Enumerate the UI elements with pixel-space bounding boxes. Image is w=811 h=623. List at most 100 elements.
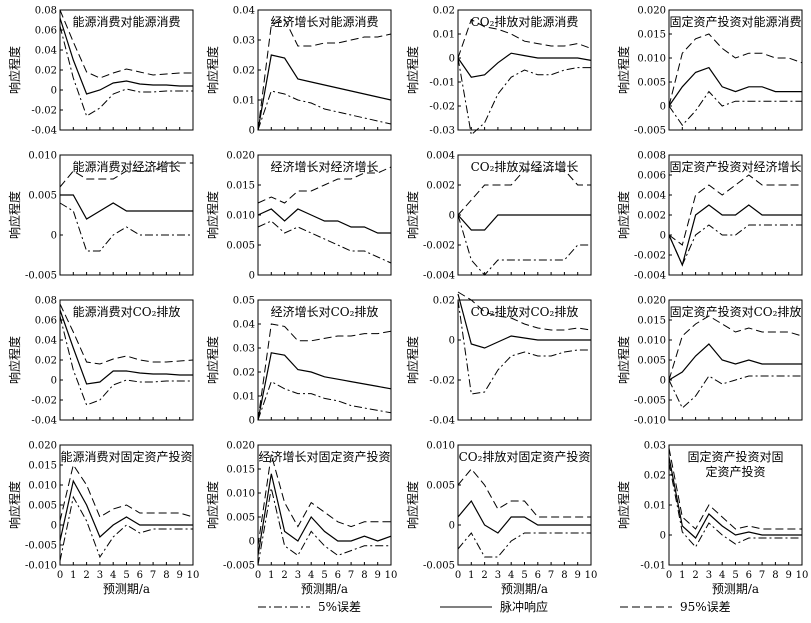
x-tick-label: 9 bbox=[375, 570, 381, 581]
series-line-1 bbox=[457, 299, 591, 395]
series-line-3 bbox=[457, 18, 592, 59]
x-axis-label: 预测期/a bbox=[501, 582, 548, 596]
series-line-3 bbox=[457, 468, 591, 518]
y-tick-label: 0 bbox=[449, 54, 455, 65]
panel-title: 经济增长对固定资产投资 bbox=[258, 449, 390, 464]
panel-9: -0.04 -0.02 0 0.02 0.04 0.06 0.08 响应程度 能源消费对CO₂排… bbox=[7, 296, 194, 427]
y-tick-label: 0.005 bbox=[28, 191, 57, 202]
x-tick-label: 6 bbox=[746, 570, 752, 581]
series-line-1 bbox=[668, 90, 802, 126]
y-axis-label: 响应程度 bbox=[616, 336, 631, 384]
y-tick-label: 0.008 bbox=[637, 151, 666, 162]
y-tick-label: 0 bbox=[449, 336, 455, 347]
y-tick-label: 0.020 bbox=[226, 151, 255, 162]
y-tick-label: 0.010 bbox=[637, 336, 666, 347]
y-tick-label: 0.006 bbox=[637, 171, 666, 182]
series-line-2 bbox=[60, 194, 193, 220]
y-tick-label: 0.005 bbox=[226, 513, 255, 524]
y-tick-label: 0.010 bbox=[226, 211, 255, 222]
y-tick-label: 0.020 bbox=[637, 6, 666, 17]
series-line-2 bbox=[457, 214, 591, 231]
y-tick-label: 0 bbox=[249, 537, 255, 548]
y-tick-label: 0.002 bbox=[637, 211, 666, 222]
y-tick-label: 0 bbox=[660, 376, 666, 387]
series-line-3 bbox=[257, 454, 391, 546]
y-tick-label: 0.06 bbox=[35, 316, 57, 327]
y-axis-label: 响应程度 bbox=[405, 481, 420, 529]
series-line-3 bbox=[59, 303, 194, 365]
x-tick-label: 3 bbox=[706, 570, 712, 581]
y-tick-label: 0.08 bbox=[35, 6, 57, 17]
y-tick-label: 0.010 bbox=[637, 54, 666, 65]
y-axis-label: 响应程度 bbox=[405, 191, 420, 239]
panel-title: CO₂排放对固定资产投资 bbox=[459, 449, 591, 464]
x-tick-label: 8 bbox=[163, 570, 169, 581]
x-tick-label: 7 bbox=[759, 570, 765, 581]
x-tick-label: 0 bbox=[255, 570, 261, 581]
y-axis-label: 响应程度 bbox=[616, 191, 631, 239]
series-line-1 bbox=[668, 224, 802, 267]
y-tick-label: 0.04 bbox=[233, 6, 255, 17]
x-tick-label: 6 bbox=[335, 570, 341, 581]
x-tick-label: 1 bbox=[679, 570, 685, 581]
y-tick-label: 0 bbox=[51, 86, 57, 97]
y-tick-label: 0 bbox=[449, 211, 455, 222]
y-tick-label: 0.020 bbox=[637, 296, 666, 307]
y-tick-label: 0.015 bbox=[637, 30, 666, 41]
series-line-2 bbox=[257, 473, 392, 556]
y-tick-label: 0.015 bbox=[226, 465, 255, 476]
series-line-1 bbox=[457, 214, 591, 276]
y-axis-label: 响应程度 bbox=[616, 46, 631, 94]
y-axis-label: 响应程度 bbox=[7, 191, 22, 239]
panel-10: 0 0.01 0.02 0.03 0.04 0.05 响应程度 经济增长对CO₂排放 bbox=[205, 296, 392, 427]
series-line-3 bbox=[668, 174, 802, 246]
y-tick-label: -0.010 bbox=[25, 561, 57, 572]
y-tick-label: -0.005 bbox=[423, 561, 455, 572]
y-tick-label: 0.010 bbox=[226, 489, 255, 500]
y-tick-label: 0.08 bbox=[35, 296, 57, 307]
panel-8: -0.004 -0.002 0 0.002 0.004 0.006 0.008 响应程度 固定资… bbox=[616, 151, 803, 282]
y-tick-label: 0.005 bbox=[426, 481, 455, 492]
y-tick-label: 0.005 bbox=[637, 78, 666, 89]
panel-title: CO₂排放对能源消费 bbox=[471, 14, 579, 29]
y-tick-label: -0.002 bbox=[423, 241, 455, 252]
x-tick-label: 2 bbox=[281, 570, 287, 581]
y-tick-label: 0.01 bbox=[644, 501, 666, 512]
x-tick-label: 4 bbox=[308, 570, 314, 581]
y-tick-label: 0.004 bbox=[426, 151, 455, 162]
panel-title: 经济增长对能源消费 bbox=[270, 14, 378, 29]
y-tick-label: 0 bbox=[249, 416, 255, 427]
x-tick-label: 4 bbox=[110, 570, 116, 581]
x-tick-label: 7 bbox=[548, 570, 554, 581]
y-axis-label: 响应程度 bbox=[405, 46, 420, 94]
y-tick-label: -0.005 bbox=[25, 541, 57, 552]
series-line-3 bbox=[668, 447, 802, 530]
panel-12: -0.010 -0.005 0 0.005 0.010 0.015 0.020 响应程度 固定资… bbox=[616, 296, 803, 427]
y-tick-label: 0.005 bbox=[28, 501, 57, 512]
y-tick-label: -0.02 bbox=[429, 376, 455, 387]
y-tick-label: 0.020 bbox=[28, 441, 57, 452]
panel-title: 经济增长对CO₂排放 bbox=[271, 304, 379, 319]
y-tick-label: 0.004 bbox=[637, 191, 666, 202]
y-tick-label: -0.005 bbox=[25, 271, 57, 282]
series-line-2 bbox=[59, 309, 193, 385]
y-tick-label: -0.010 bbox=[634, 416, 666, 427]
y-tick-label: 0.002 bbox=[426, 181, 455, 192]
x-tick-label: 7 bbox=[348, 570, 354, 581]
y-tick-label: 0.02 bbox=[433, 296, 455, 307]
y-tick-label: 0 bbox=[51, 231, 57, 242]
y-tick-label: 0.005 bbox=[226, 241, 255, 252]
legend-label-3: 95%误差 bbox=[680, 600, 731, 614]
series-line-1 bbox=[59, 495, 193, 562]
series-line-2 bbox=[457, 499, 591, 534]
series-line-2 bbox=[59, 479, 193, 542]
y-tick-label: -0.005 bbox=[634, 396, 666, 407]
x-tick-label: 1 bbox=[70, 570, 76, 581]
y-tick-label: 0 bbox=[51, 521, 57, 532]
x-tick-label: 8 bbox=[361, 570, 367, 581]
x-tick-label: 10 bbox=[187, 570, 200, 581]
y-tick-label: -0.01 bbox=[429, 78, 455, 89]
